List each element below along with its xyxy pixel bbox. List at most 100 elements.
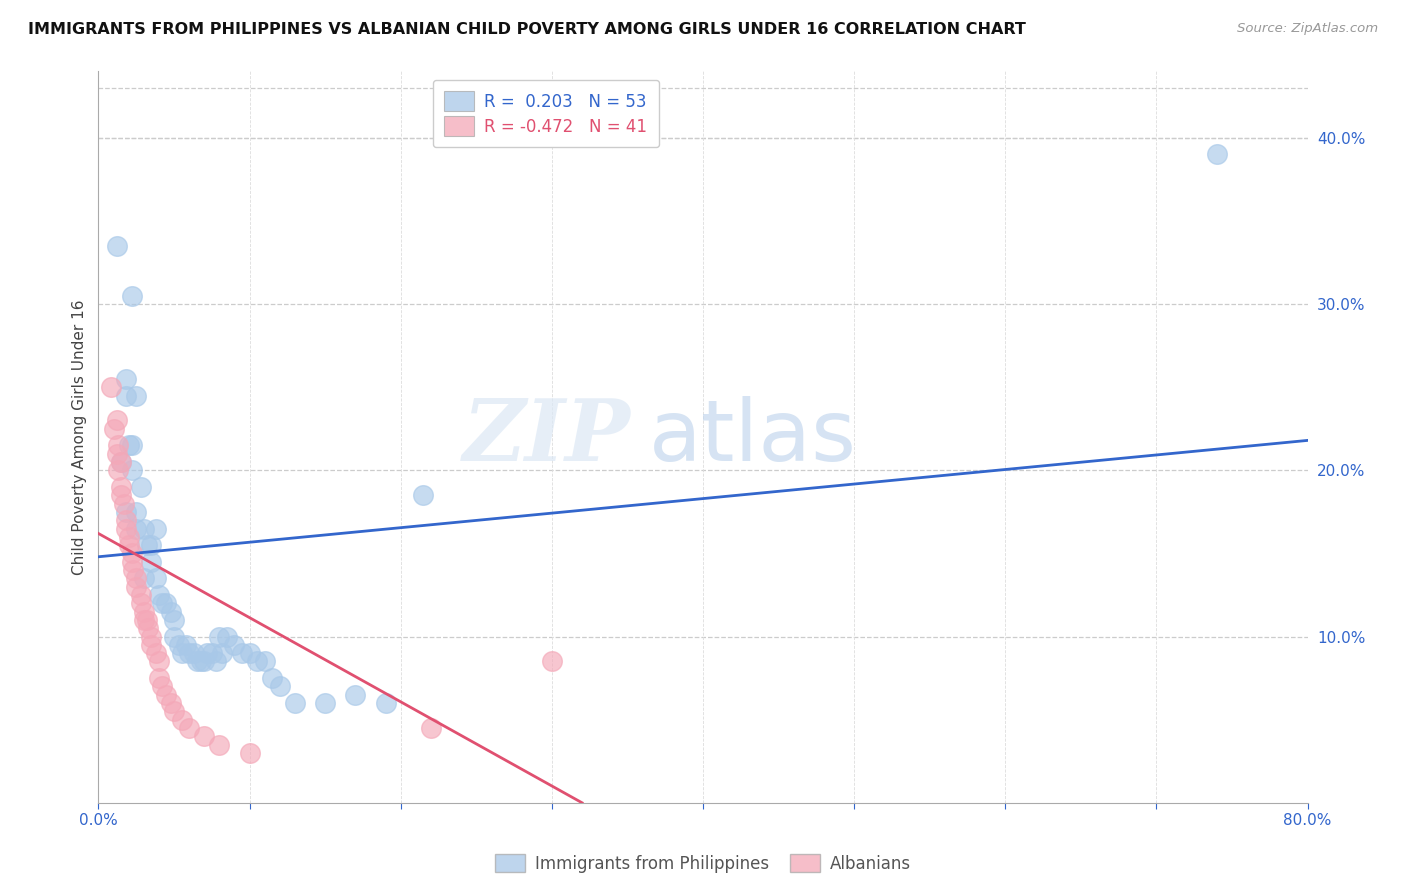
Point: [122, 563, 145, 577]
Point: [186, 655, 208, 669]
Point: [211, 646, 233, 660]
Point: [105, 413, 128, 427]
Point: [314, 696, 336, 710]
Point: [284, 696, 307, 710]
Y-axis label: Child Poverty Among Girls Under 16: Child Poverty Among Girls Under 16: [72, 300, 87, 574]
Point: [170, 713, 193, 727]
Point: [145, 646, 167, 660]
Point: [150, 596, 173, 610]
Point: [114, 513, 136, 527]
Point: [121, 546, 143, 560]
Point: [105, 447, 128, 461]
Text: IMMIGRANTS FROM PHILIPPINES VS ALBANIAN CHILD POVERTY AMONG GIRLS UNDER 16 CORRE: IMMIGRANTS FROM PHILIPPINES VS ALBANIAN …: [28, 22, 1026, 37]
Legend: Immigrants from Philippines, Albanians: Immigrants from Philippines, Albanians: [489, 847, 917, 880]
Point: [420, 721, 443, 735]
Point: [193, 729, 215, 743]
Point: [412, 488, 434, 502]
Point: [208, 630, 231, 644]
Point: [125, 505, 148, 519]
Point: [121, 438, 143, 452]
Point: [125, 580, 148, 594]
Point: [540, 655, 562, 669]
Point: [170, 646, 193, 660]
Point: [145, 521, 167, 535]
Text: atlas: atlas: [648, 395, 856, 479]
Point: [148, 588, 170, 602]
Point: [167, 638, 190, 652]
Point: [132, 571, 155, 585]
Point: [125, 571, 148, 585]
Point: [141, 555, 163, 569]
Point: [253, 655, 276, 669]
Point: [148, 655, 170, 669]
Text: ZIP: ZIP: [463, 395, 630, 479]
Point: [110, 455, 132, 469]
Point: [163, 705, 186, 719]
Point: [179, 646, 201, 660]
Point: [145, 571, 167, 585]
Point: [239, 746, 262, 760]
Point: [262, 671, 284, 685]
Point: [174, 638, 197, 652]
Legend: R =  0.203   N = 53, R = -0.472   N = 41: R = 0.203 N = 53, R = -0.472 N = 41: [433, 79, 659, 147]
Point: [114, 372, 136, 386]
Point: [121, 555, 143, 569]
Point: [132, 521, 155, 535]
Point: [136, 621, 159, 635]
Point: [269, 680, 291, 694]
Point: [110, 488, 132, 502]
Point: [141, 630, 163, 644]
Point: [160, 605, 183, 619]
Point: [103, 422, 125, 436]
Point: [239, 646, 262, 660]
Point: [114, 521, 136, 535]
Point: [118, 530, 141, 544]
Point: [141, 638, 163, 652]
Point: [110, 480, 132, 494]
Point: [125, 521, 148, 535]
Point: [118, 438, 141, 452]
Point: [110, 455, 132, 469]
Point: [114, 505, 136, 519]
Point: [224, 638, 246, 652]
Point: [132, 613, 155, 627]
Point: [246, 655, 269, 669]
Point: [118, 538, 141, 552]
Point: [114, 388, 136, 402]
Point: [121, 289, 143, 303]
Point: [105, 239, 128, 253]
Point: [231, 646, 253, 660]
Point: [129, 480, 152, 494]
Point: [193, 655, 215, 669]
Point: [183, 646, 205, 660]
Point: [179, 721, 201, 735]
Point: [155, 688, 177, 702]
Point: [208, 738, 231, 752]
Point: [190, 655, 212, 669]
Point: [129, 596, 152, 610]
Point: [132, 605, 155, 619]
Point: [195, 646, 218, 660]
Point: [107, 463, 129, 477]
Point: [112, 497, 135, 511]
Point: [107, 438, 129, 452]
Point: [344, 688, 367, 702]
Point: [205, 655, 228, 669]
Point: [129, 588, 152, 602]
Point: [163, 613, 186, 627]
Point: [135, 538, 157, 552]
Point: [1206, 147, 1229, 161]
Point: [148, 671, 170, 685]
Point: [160, 696, 183, 710]
Point: [150, 680, 173, 694]
Point: [125, 388, 148, 402]
Text: Source: ZipAtlas.com: Source: ZipAtlas.com: [1237, 22, 1378, 36]
Point: [374, 696, 396, 710]
Point: [135, 613, 157, 627]
Point: [121, 463, 143, 477]
Point: [163, 630, 186, 644]
Point: [100, 380, 122, 394]
Point: [155, 596, 177, 610]
Point: [141, 538, 163, 552]
Point: [201, 646, 224, 660]
